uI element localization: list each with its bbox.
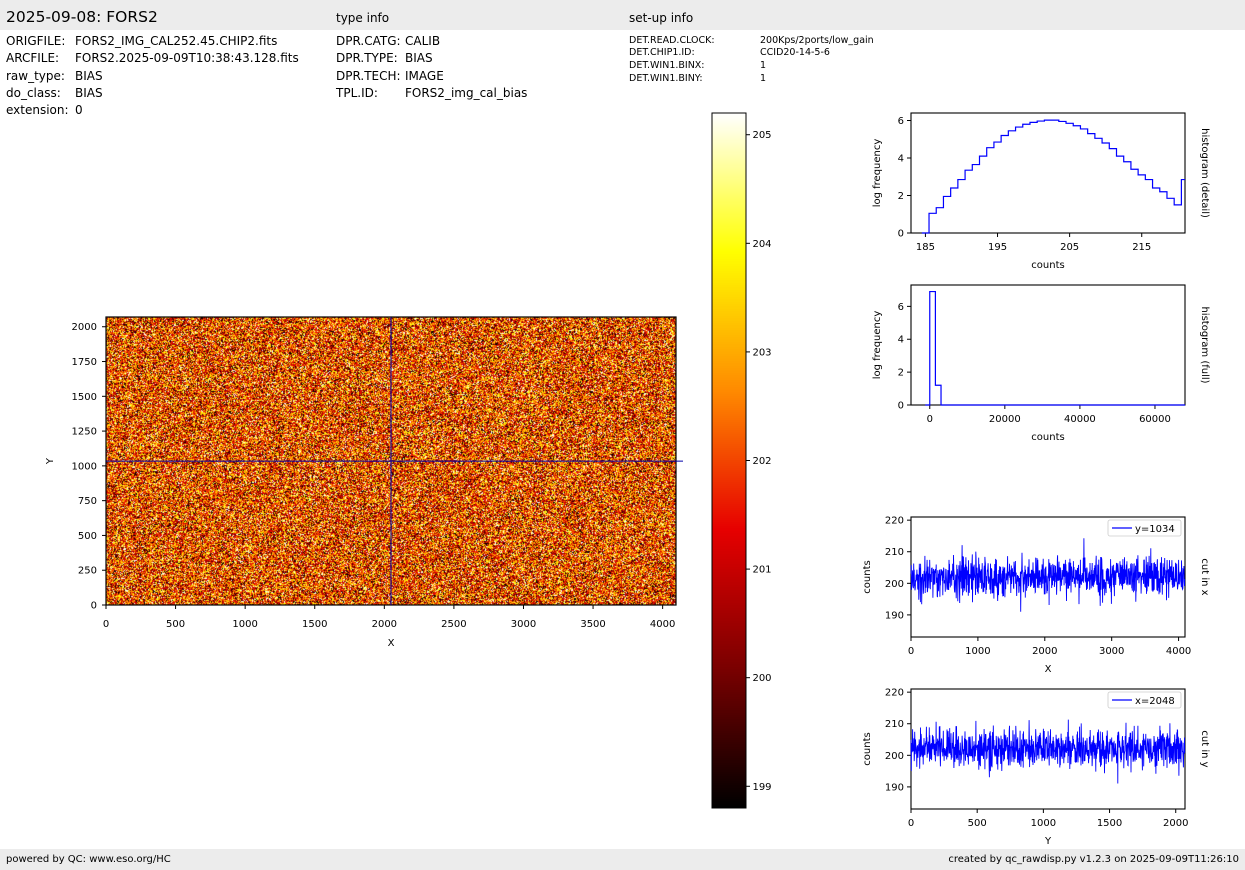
y-axis-label: counts [862,732,873,765]
y-axis-label: counts [862,560,873,593]
file-info-key: raw_type: [6,69,65,83]
file-info-key: extension: [6,103,69,117]
type-info-value: CALIB [405,34,441,48]
side-label: histogram (detail) [1199,128,1210,218]
y-tick-label: 220 [885,688,904,699]
y-tick-label: 190 [885,782,904,793]
setup-info-title: set-up info [629,11,694,25]
x-axis-label: Y [1044,836,1052,847]
file-info-key: ARCFILE: [6,51,60,65]
footer-left: powered by QC: www.eso.org/HC [6,854,171,865]
x-axis-label: X [1045,664,1052,675]
x-axis-label: counts [1031,260,1064,271]
setup-info-key: DET.WIN1.BINX: [629,60,705,71]
side-label: cut in y [1199,730,1210,767]
y-tick-label: 2 [898,191,904,202]
x-tick-label: 1000 [965,646,990,657]
legend-box [1107,519,1182,537]
histogram-detail-line [921,119,1185,234]
setup-info-value: 1 [760,73,767,84]
file-info-value: 0 [75,103,83,117]
legend-box [1107,691,1182,709]
x-tick-label: 1500 [1097,818,1122,829]
y-tick-label: 2 [898,368,904,379]
x-tick-label: 4000 [1166,646,1191,657]
file-info-key: ORIGFILE: [6,34,66,48]
x-tick-label: 0 [927,414,933,425]
type-info-key: DPR.TECH: [336,69,401,83]
x-tick-label: 3000 [1099,646,1124,657]
x-tick-label: 40000 [1064,414,1096,425]
x-tick-label: 20000 [989,414,1021,425]
setup-info-key: DET.READ.CLOCK: [629,35,715,46]
type-info-value: IMAGE [405,69,444,83]
y-tick-label: 200 [885,579,904,590]
x-tick-label: 0 [908,646,914,657]
y-tick-label: 6 [898,116,904,127]
x-tick-label: 60000 [1139,414,1171,425]
y-tick-label: 0 [898,229,904,240]
cut-series-line [910,538,1186,612]
file-info-value: FORS2_IMG_CAL252.45.CHIP2.fits [75,34,278,48]
x-tick-label: 195 [988,242,1007,253]
legend-label: x=2048 [1135,696,1175,707]
x-tick-label: 215 [1132,242,1151,253]
type-info-value: FORS2_img_cal_bias [405,86,528,100]
x-tick-label: 0 [908,818,914,829]
y-tick-label: 210 [885,719,904,730]
histogram-full-line [925,290,1185,406]
type-info-key: DPR.TYPE: [336,51,398,65]
file-info-key: do_class: [6,86,61,100]
plot-frame [910,112,1186,234]
x-tick-label: 2000 [1163,818,1188,829]
y-tick-label: 4 [898,154,904,165]
type-info-key: DPR.CATG: [336,34,401,48]
y-tick-label: 200 [885,751,904,762]
side-label: cut in x [1199,558,1210,595]
y-tick-label: 4 [898,335,904,346]
setup-info-key: DET.CHIP1.ID: [629,47,695,58]
y-tick-label: 210 [885,547,904,558]
plot-frame [910,284,1186,406]
y-tick-label: 190 [885,610,904,621]
x-tick-label: 185 [916,242,935,253]
x-tick-label: 1000 [1031,818,1056,829]
setup-info-value: 1 [760,60,767,71]
type-info-title: type info [336,11,390,25]
y-axis-label: log frequency [872,311,883,380]
setup-info-value: 200Kps/2ports/low_gain [760,35,874,46]
y-axis-label: log frequency [872,139,883,208]
x-tick-label: 500 [968,818,987,829]
setup-info-key: DET.WIN1.BINY: [629,73,703,84]
file-info-value: FORS2.2025-09-09T10:38:43.128.fits [75,51,299,65]
y-tick-label: 220 [885,516,904,527]
setup-info-value: CCID20-14-5-6 [760,47,830,58]
footer-band [0,849,1245,870]
file-info-value: BIAS [75,69,103,83]
type-info-value: BIAS [405,51,433,65]
file-info-value: BIAS [75,86,103,100]
cut-series-line [910,719,1186,784]
side-label: histogram (full) [1199,306,1210,383]
footer-right: created by qc_rawdisp.py v1.2.3 on 2025-… [948,854,1239,865]
legend-label: y=1034 [1135,524,1175,535]
x-tick-label: 2000 [1032,646,1057,657]
x-axis-label: counts [1031,432,1064,443]
y-tick-label: 6 [898,302,904,313]
header-band [0,0,1245,30]
type-info-key: TPL.ID: [336,86,378,100]
y-tick-label: 0 [898,401,904,412]
x-tick-label: 205 [1060,242,1079,253]
page-title: 2025-09-08: FORS2 [6,8,158,26]
